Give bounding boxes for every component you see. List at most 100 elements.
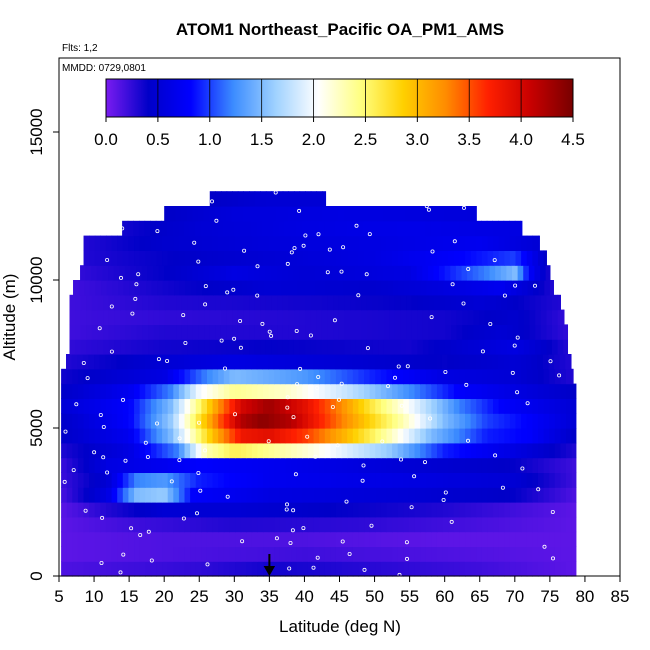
heatmap-cell bbox=[260, 191, 267, 207]
heatmap-cell bbox=[94, 250, 101, 266]
heatmap-cell bbox=[563, 309, 565, 325]
heatmap-cell bbox=[257, 457, 264, 473]
heatmap-cell bbox=[302, 546, 309, 562]
heatmap-cell bbox=[454, 280, 461, 296]
heatmap-cell bbox=[274, 457, 281, 473]
heatmap-cell bbox=[363, 354, 370, 370]
x-tick-label: 20 bbox=[155, 587, 174, 606]
heatmap-cell bbox=[296, 354, 303, 370]
heatmap-cell bbox=[554, 546, 561, 562]
sample-marker bbox=[291, 415, 296, 420]
heatmap-cell bbox=[91, 309, 99, 325]
heatmap-cell bbox=[310, 339, 317, 355]
heatmap-cell bbox=[259, 265, 266, 281]
heatmap-cell bbox=[369, 442, 376, 459]
heatmap-cell bbox=[310, 294, 317, 311]
heatmap-cell bbox=[450, 265, 457, 281]
heatmap-cell bbox=[162, 516, 169, 533]
heatmap-cell bbox=[150, 398, 158, 414]
heatmap-cell bbox=[150, 502, 158, 518]
heatmap-cell bbox=[122, 442, 130, 459]
heatmap-cell bbox=[178, 220, 185, 237]
heatmap-cell bbox=[212, 428, 219, 444]
heatmap-cell bbox=[347, 442, 354, 459]
heatmap-cell bbox=[358, 546, 365, 562]
heatmap-cell bbox=[111, 250, 118, 266]
heatmap-cell bbox=[77, 502, 85, 518]
heatmap-cell bbox=[330, 487, 337, 503]
heatmap-cell bbox=[537, 457, 545, 473]
heatmap-cell bbox=[134, 516, 141, 533]
heatmap-cell bbox=[218, 502, 225, 518]
heatmap-cell bbox=[184, 546, 191, 562]
heatmap-cell bbox=[543, 546, 550, 562]
heatmap-cell bbox=[117, 516, 124, 533]
heatmap-cell bbox=[117, 383, 124, 399]
heatmap-cell bbox=[100, 457, 107, 473]
heatmap-cell bbox=[416, 265, 423, 281]
heatmap-cell bbox=[257, 502, 264, 518]
heatmap-cell bbox=[350, 294, 357, 311]
heatmap-cell bbox=[122, 457, 130, 473]
heatmap-cell bbox=[484, 339, 491, 355]
heatmap-cell bbox=[364, 383, 371, 399]
heatmap-cell bbox=[276, 206, 283, 222]
heatmap-cell bbox=[240, 398, 247, 414]
heatmap-cell bbox=[414, 442, 421, 459]
heatmap-cell bbox=[394, 339, 402, 355]
sample-marker bbox=[156, 357, 161, 362]
heatmap-cell bbox=[313, 531, 320, 547]
heatmap-cell bbox=[453, 368, 461, 385]
heatmap-cell bbox=[251, 472, 259, 488]
heatmap-cell bbox=[321, 309, 329, 325]
heatmap-cell bbox=[282, 324, 289, 340]
heatmap-cell bbox=[554, 531, 561, 547]
heatmap-cell bbox=[209, 294, 216, 311]
heatmap-cell bbox=[302, 235, 309, 251]
heatmap-cell bbox=[313, 398, 320, 414]
heatmap-cell bbox=[280, 280, 287, 296]
heatmap-cell bbox=[448, 472, 455, 488]
heatmap-cell bbox=[347, 502, 354, 518]
heatmap-cell bbox=[554, 487, 561, 503]
heatmap-cell bbox=[282, 265, 289, 281]
heatmap-cell bbox=[344, 339, 351, 355]
heatmap-cell bbox=[498, 457, 505, 473]
x-tick-label: 45 bbox=[330, 587, 349, 606]
heatmap-cell bbox=[279, 428, 287, 444]
heatmap-cell bbox=[249, 309, 256, 325]
heatmap-cell bbox=[72, 472, 79, 488]
heatmap-cell bbox=[504, 546, 511, 562]
heatmap-cell bbox=[392, 502, 399, 518]
heatmap-cell bbox=[139, 250, 146, 266]
heatmap-cell bbox=[476, 280, 484, 296]
heatmap-cell bbox=[307, 383, 315, 399]
heatmap-cell bbox=[484, 309, 491, 325]
heatmap-cell bbox=[89, 472, 96, 488]
heatmap-cell bbox=[571, 502, 577, 518]
heatmap-cell bbox=[279, 442, 287, 459]
sample-marker bbox=[242, 248, 247, 253]
heatmap-cell bbox=[425, 398, 432, 414]
heatmap-cell bbox=[206, 428, 214, 444]
heatmap-cell bbox=[214, 265, 221, 281]
heatmap-cell bbox=[408, 546, 416, 562]
heatmap-cell bbox=[470, 502, 477, 518]
heatmap-cell bbox=[214, 206, 221, 222]
heatmap-cell bbox=[386, 250, 393, 266]
heatmap-cell bbox=[72, 457, 79, 473]
heatmap-cell bbox=[125, 294, 132, 311]
heatmap-cell bbox=[437, 280, 444, 296]
heatmap-cell bbox=[487, 531, 494, 547]
heatmap-cell bbox=[403, 546, 410, 562]
heatmap-cell bbox=[91, 339, 99, 355]
heatmap-cell bbox=[316, 294, 323, 311]
heatmap-cell bbox=[139, 531, 146, 547]
heatmap-cell bbox=[453, 220, 460, 237]
sample-marker bbox=[313, 454, 318, 459]
heatmap-cell bbox=[509, 457, 517, 473]
heatmap-cell bbox=[549, 442, 556, 459]
heatmap-cell bbox=[223, 413, 230, 429]
heatmap-cell bbox=[473, 294, 480, 311]
sample-marker bbox=[512, 343, 517, 348]
